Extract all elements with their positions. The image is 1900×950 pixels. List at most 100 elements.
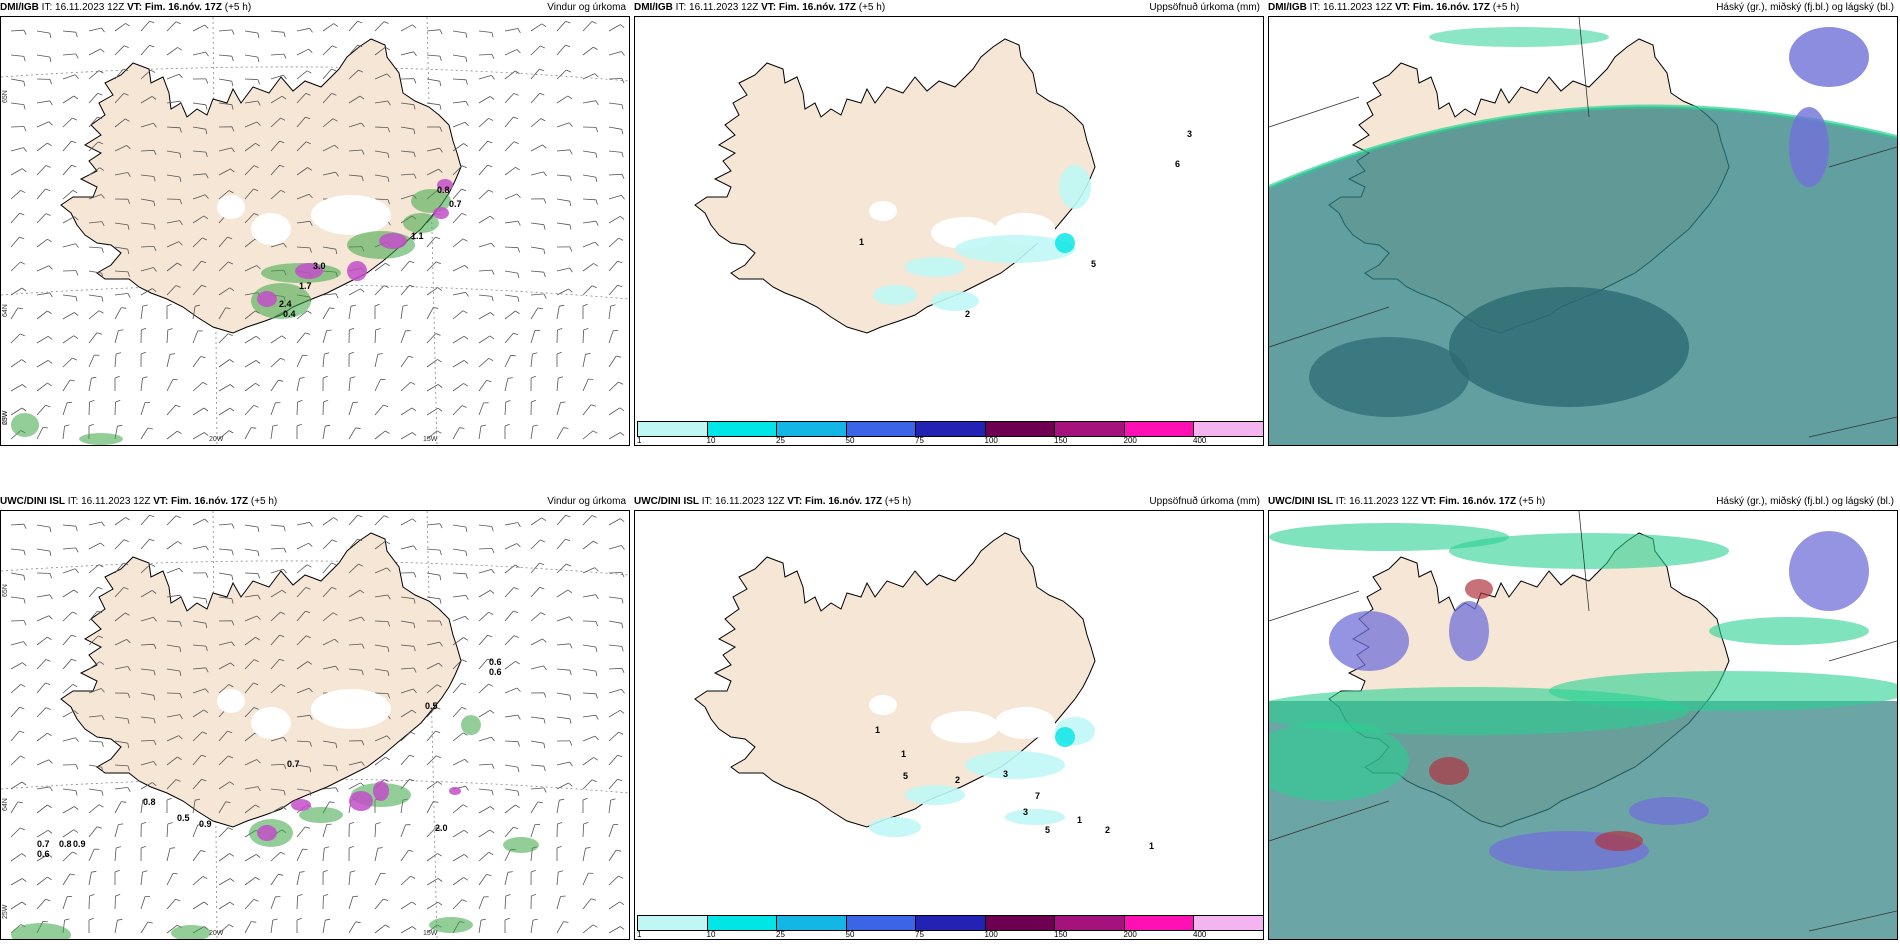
wind-barb xyxy=(62,426,65,440)
wind-barb-feather xyxy=(516,193,521,198)
wind-barb-feather xyxy=(436,755,441,759)
wind-barb xyxy=(348,149,363,152)
wind-barb xyxy=(608,901,621,910)
wind-barb-feather xyxy=(200,850,206,853)
wind-barb xyxy=(504,543,517,550)
wind-barb-feather xyxy=(331,587,337,590)
wind-barb xyxy=(192,779,202,790)
wind-barb-feather xyxy=(514,564,520,568)
wind-barb xyxy=(452,682,462,694)
wind-barb xyxy=(530,307,539,320)
wind-barb-feather xyxy=(413,78,417,84)
wind-barb-feather xyxy=(413,545,417,551)
wind-barb-feather xyxy=(98,70,104,74)
wind-barb xyxy=(608,381,619,392)
wind-barb-feather xyxy=(532,424,538,427)
wind-barb xyxy=(426,359,438,368)
wind-barb-feather xyxy=(257,573,260,579)
wind-barb-feather xyxy=(89,894,95,897)
wind-barb xyxy=(452,829,465,838)
wind-barb-feather xyxy=(491,790,494,796)
wind-barb-feather xyxy=(75,737,79,742)
wind-barb xyxy=(36,615,50,622)
map-canvas xyxy=(1268,16,1898,446)
wind-barb xyxy=(296,521,310,526)
colorbar-tick-label: 1 xyxy=(637,930,642,939)
wind-barb xyxy=(582,430,594,440)
wind-barb xyxy=(140,122,154,128)
wind-barb xyxy=(504,764,518,768)
wind-barb-feather xyxy=(48,615,53,620)
wind-barb xyxy=(244,759,257,766)
wind-barb-feather xyxy=(100,542,105,547)
wind-barb xyxy=(192,407,205,416)
wind-barb xyxy=(426,384,439,392)
wind-barb xyxy=(140,716,154,719)
wind-barb-feather xyxy=(125,23,130,27)
wind-barb xyxy=(192,285,202,296)
wind-barb xyxy=(608,24,621,32)
precip-value-label: 0.6 xyxy=(489,657,502,667)
wind-barb-feather xyxy=(437,781,443,785)
wind-barb-feather xyxy=(592,924,598,928)
wind-barb xyxy=(478,788,492,791)
wind-barb-feather xyxy=(64,918,70,921)
wind-barb xyxy=(530,517,543,526)
wind-barb xyxy=(530,171,544,176)
wind-barb xyxy=(62,684,74,694)
colorbar-cell xyxy=(1124,916,1194,930)
wind-barb-feather xyxy=(101,247,104,253)
wind-barb xyxy=(218,261,229,272)
wind-barb xyxy=(114,787,128,790)
wind-barb xyxy=(374,668,388,672)
colorbar-tick-label: 400 xyxy=(1193,436,1207,445)
wind-barb-feather xyxy=(566,69,572,73)
wind-barb xyxy=(244,899,255,910)
wind-barb-feather xyxy=(463,637,469,641)
colorbar-tick-label: 1 xyxy=(637,436,642,445)
wind-barb-feather xyxy=(517,247,520,253)
wind-barb-feather xyxy=(361,643,365,649)
wind-barb-feather xyxy=(172,379,178,381)
wind-barb xyxy=(140,921,149,934)
wind-barb-feather xyxy=(348,351,354,355)
wind-barb-feather xyxy=(47,142,52,147)
wind-barb-feather xyxy=(439,575,442,581)
graticule-label: 25W xyxy=(2,410,9,425)
wind-barb-feather xyxy=(20,190,26,194)
wind-barb xyxy=(192,901,205,910)
wind-barb-feather xyxy=(227,730,233,734)
wind-barb-feather xyxy=(153,670,156,676)
wind-barb-feather xyxy=(433,307,439,309)
wind-barb-feather xyxy=(231,104,234,110)
wind-barb-feather xyxy=(619,709,625,714)
wind-barb xyxy=(192,824,199,838)
wind-barb xyxy=(218,781,231,790)
wind-barb xyxy=(322,307,330,320)
wind-barb xyxy=(140,563,151,574)
wind-barb xyxy=(530,801,539,814)
wind-barb-feather xyxy=(127,718,130,724)
wind-barb xyxy=(192,644,207,647)
wind-barb xyxy=(166,567,180,574)
wind-barb xyxy=(62,829,75,838)
wind-barb-feather xyxy=(331,562,337,566)
wind-barb-feather xyxy=(126,639,131,644)
wind-barb-feather xyxy=(141,821,147,825)
wind-barb xyxy=(530,354,533,368)
wind-barb-feather xyxy=(582,797,588,801)
wind-barb-feather xyxy=(333,23,339,27)
wind-barb xyxy=(114,612,126,622)
wind-barb xyxy=(244,659,255,670)
wind-barb-feather xyxy=(153,267,157,272)
wind-barb xyxy=(608,875,619,886)
cloud-overlap-area xyxy=(1465,579,1493,599)
wind-barb-feather xyxy=(488,357,494,361)
wind-barb-feather xyxy=(257,79,260,85)
wind-barb xyxy=(10,190,21,200)
wind-barb-feather xyxy=(96,826,102,829)
wind-barb-feather xyxy=(47,829,53,834)
wind-barb-feather xyxy=(23,641,27,646)
wind-barb xyxy=(36,524,50,528)
wind-barb-feather xyxy=(504,917,510,921)
